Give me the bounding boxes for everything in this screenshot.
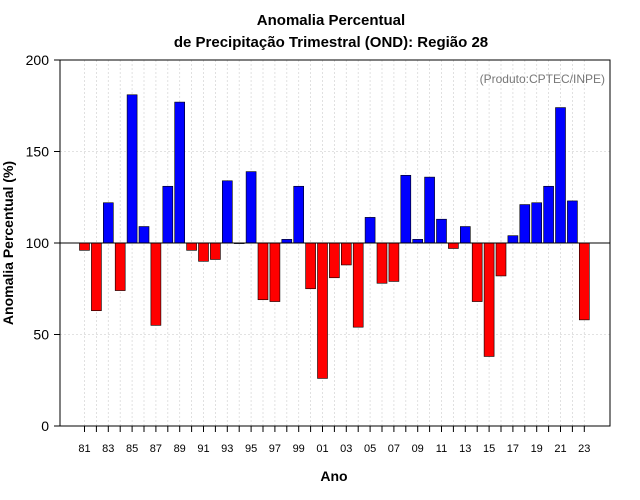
bar-97 <box>269 242 281 302</box>
bar-23 <box>578 242 590 321</box>
x-tick-label: 15 <box>483 443 495 455</box>
x-tick-label: 83 <box>102 443 114 455</box>
x-tick-label: 97 <box>269 443 281 455</box>
bar-91 <box>198 242 209 262</box>
bar-02 <box>329 242 340 279</box>
bar-12 <box>448 242 459 249</box>
x-tick-label: 23 <box>578 443 590 455</box>
bar-93 <box>222 180 233 244</box>
x-tick-label: 21 <box>554 443 566 455</box>
bar-14 <box>471 242 483 302</box>
bar-04 <box>352 242 364 328</box>
x-tick-label: 13 <box>459 443 471 455</box>
bar-92 <box>210 242 221 260</box>
bar-11 <box>436 218 447 244</box>
bar-16 <box>495 242 507 277</box>
bar-13 <box>459 226 471 244</box>
bar-87 <box>150 242 162 326</box>
bar-09 <box>412 239 424 244</box>
chart-title-line2: de Precipitação Trimestral (OND): Região… <box>174 34 488 51</box>
bar-86 <box>138 226 150 244</box>
bar-96 <box>257 242 269 301</box>
bar-89 <box>174 101 185 244</box>
y-axis: 0 50 100 150 200 <box>26 52 60 434</box>
x-tick-label: 93 <box>221 443 233 455</box>
y-axis-title: Anomalia Percentual (%) <box>0 161 16 325</box>
bar-17 <box>507 235 519 244</box>
x-tick-label: 81 <box>78 443 90 455</box>
x-tick-label: 91 <box>197 443 209 455</box>
x-tick-label: 07 <box>388 443 400 455</box>
bar-85 <box>126 94 138 244</box>
bar-21 <box>555 107 566 244</box>
x-tick-label: 89 <box>174 443 186 455</box>
bars <box>79 94 590 379</box>
bar-00 <box>305 242 316 290</box>
x-tick-label: 87 <box>150 443 162 455</box>
x-tick-label: 85 <box>126 443 138 455</box>
bar-07 <box>388 242 400 282</box>
bar-90 <box>186 242 197 251</box>
bar-15 <box>483 242 495 357</box>
y-tick-label: 150 <box>26 144 50 160</box>
x-tick-label: 09 <box>412 443 424 455</box>
bar-84 <box>114 242 126 291</box>
y-tick-label: 200 <box>26 52 50 68</box>
x-tick-label: 95 <box>245 443 257 455</box>
chart-title-line1: Anomalia Percentual <box>257 12 405 29</box>
x-tick-label: 99 <box>293 443 305 455</box>
bar-01 <box>317 242 328 379</box>
bar-10 <box>424 176 435 244</box>
x-axis-title: Ano <box>320 468 347 484</box>
y-tick-label: 100 <box>26 235 50 251</box>
x-tick-label: 05 <box>364 443 376 455</box>
bar-08 <box>400 174 412 244</box>
bar-03 <box>340 242 352 266</box>
y-tick-label: 50 <box>33 327 49 343</box>
bar-82 <box>91 242 102 312</box>
x-tick-label: 11 <box>436 443 447 455</box>
bar-95 <box>245 171 257 244</box>
x-tick-label: 01 <box>316 443 328 455</box>
x-tick-label: 03 <box>340 443 352 455</box>
bar-81 <box>79 242 90 251</box>
bar-22 <box>567 200 578 244</box>
bar-06 <box>376 242 388 284</box>
credit-text: (Produto:CPTEC/INPE) <box>480 72 605 86</box>
bar-19 <box>531 202 543 244</box>
bar-20 <box>543 185 554 244</box>
bar-88 <box>162 185 174 244</box>
bar-98 <box>281 239 293 244</box>
x-tick-label: 17 <box>507 443 519 455</box>
x-tick-label: 19 <box>531 443 543 455</box>
bar-05 <box>364 217 376 244</box>
x-axis: 81 83 85 87 89 91 93 95 97 99 01 03 05 07 09 11 13 15 17 19… <box>78 426 590 455</box>
bar-99 <box>293 185 305 244</box>
bar-83 <box>103 202 114 244</box>
y-tick-label: 0 <box>41 418 49 434</box>
bar-18 <box>519 204 531 244</box>
